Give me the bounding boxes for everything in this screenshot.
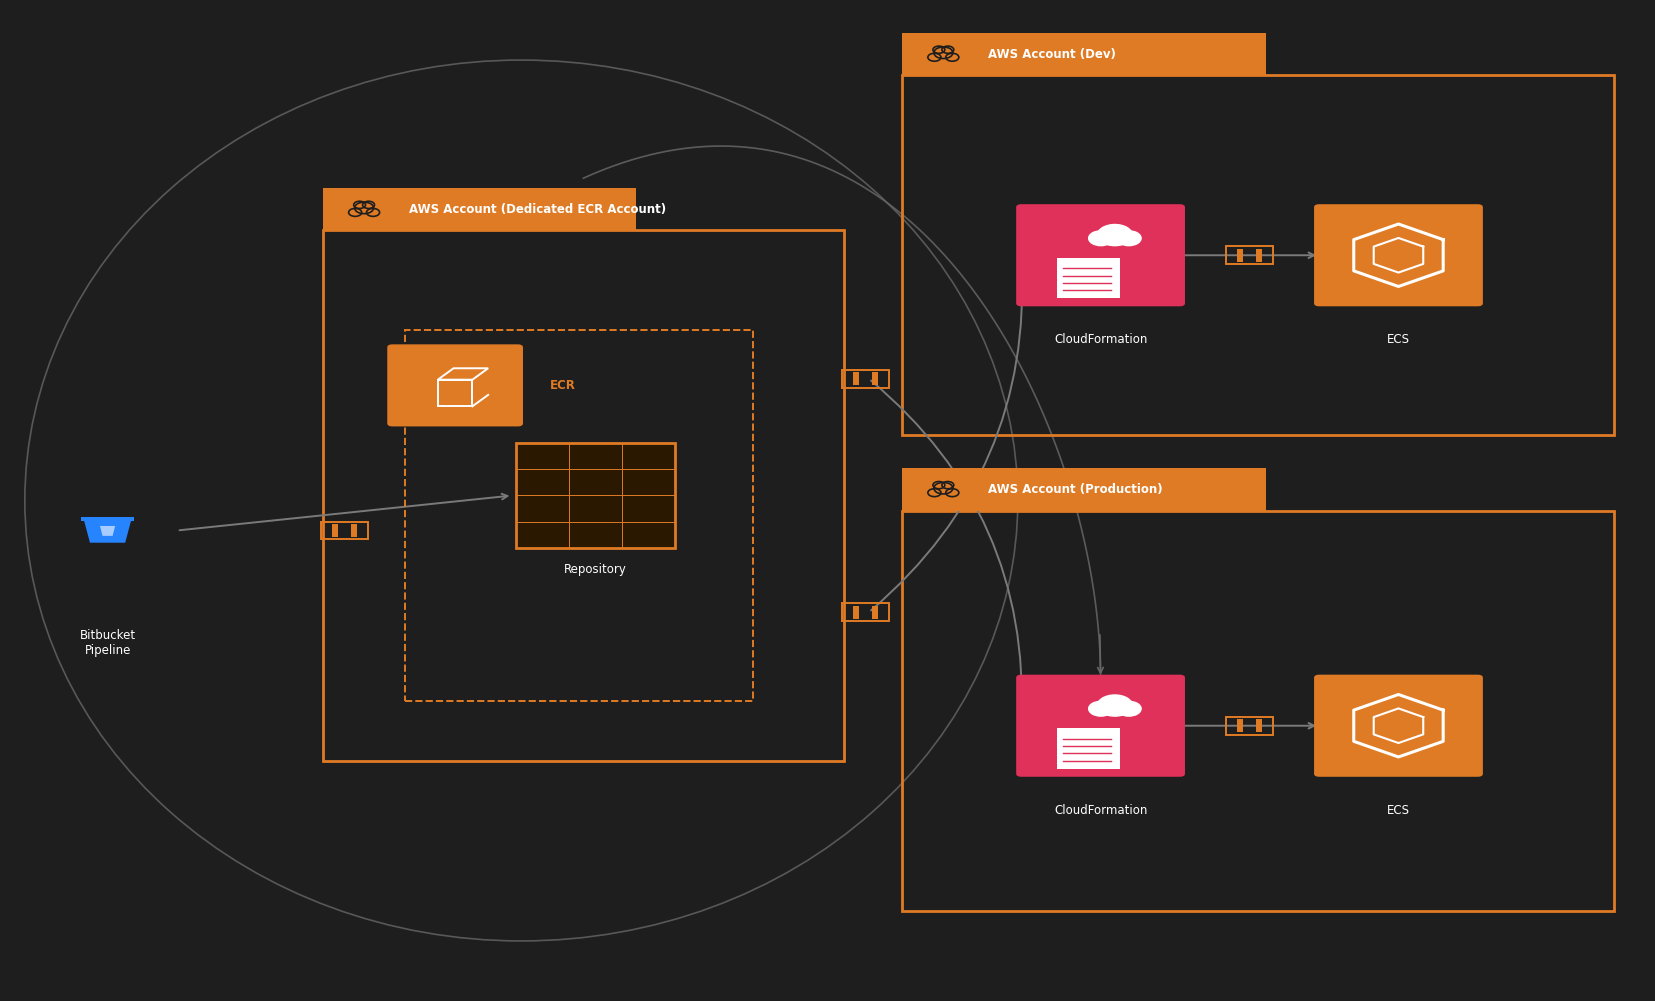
FancyBboxPatch shape <box>1016 204 1185 306</box>
FancyBboxPatch shape <box>1314 204 1483 306</box>
Bar <box>321 522 369 540</box>
Bar <box>516 442 675 549</box>
Circle shape <box>1097 224 1132 245</box>
FancyBboxPatch shape <box>1314 675 1483 777</box>
Text: ECR: ECR <box>549 379 576 391</box>
FancyBboxPatch shape <box>1016 675 1185 777</box>
Text: CloudFormation: CloudFormation <box>1054 333 1147 346</box>
Bar <box>323 188 636 230</box>
Circle shape <box>1097 695 1132 716</box>
Text: CloudFormation: CloudFormation <box>1054 804 1147 817</box>
Circle shape <box>1089 231 1114 245</box>
Bar <box>902 468 1266 511</box>
Text: AWS Account (Production): AWS Account (Production) <box>988 483 1163 495</box>
Bar <box>1226 246 1273 264</box>
Bar <box>902 511 1614 911</box>
Bar <box>1236 720 1243 732</box>
Text: Repository: Repository <box>564 563 627 576</box>
Text: ECS: ECS <box>1387 804 1410 817</box>
Bar <box>1256 720 1263 732</box>
Bar <box>1226 717 1273 735</box>
Bar <box>842 370 889 387</box>
Bar <box>1236 249 1243 261</box>
Bar <box>81 518 134 521</box>
Text: AWS Account (Dev): AWS Account (Dev) <box>988 48 1115 60</box>
Circle shape <box>1117 231 1140 245</box>
Bar <box>902 33 1266 75</box>
Polygon shape <box>99 526 116 536</box>
Bar <box>439 379 472 406</box>
Bar <box>872 372 879 385</box>
Bar <box>333 525 339 537</box>
Bar <box>323 230 844 761</box>
Circle shape <box>1117 702 1140 716</box>
Bar <box>902 75 1614 435</box>
Bar <box>1256 249 1263 261</box>
Bar <box>405 330 753 701</box>
Bar <box>351 525 357 537</box>
Text: AWS Account (Dedicated ECR Account): AWS Account (Dedicated ECR Account) <box>409 203 665 215</box>
Polygon shape <box>84 520 131 543</box>
FancyBboxPatch shape <box>387 344 523 426</box>
Bar <box>1058 728 1120 769</box>
Text: ECS: ECS <box>1387 333 1410 346</box>
Bar <box>872 606 879 619</box>
Text: Bitbucket
Pipeline: Bitbucket Pipeline <box>79 629 136 657</box>
Bar <box>852 606 859 619</box>
Bar <box>852 372 859 385</box>
Bar <box>1058 257 1120 298</box>
Bar <box>842 604 889 621</box>
Circle shape <box>1089 702 1114 716</box>
